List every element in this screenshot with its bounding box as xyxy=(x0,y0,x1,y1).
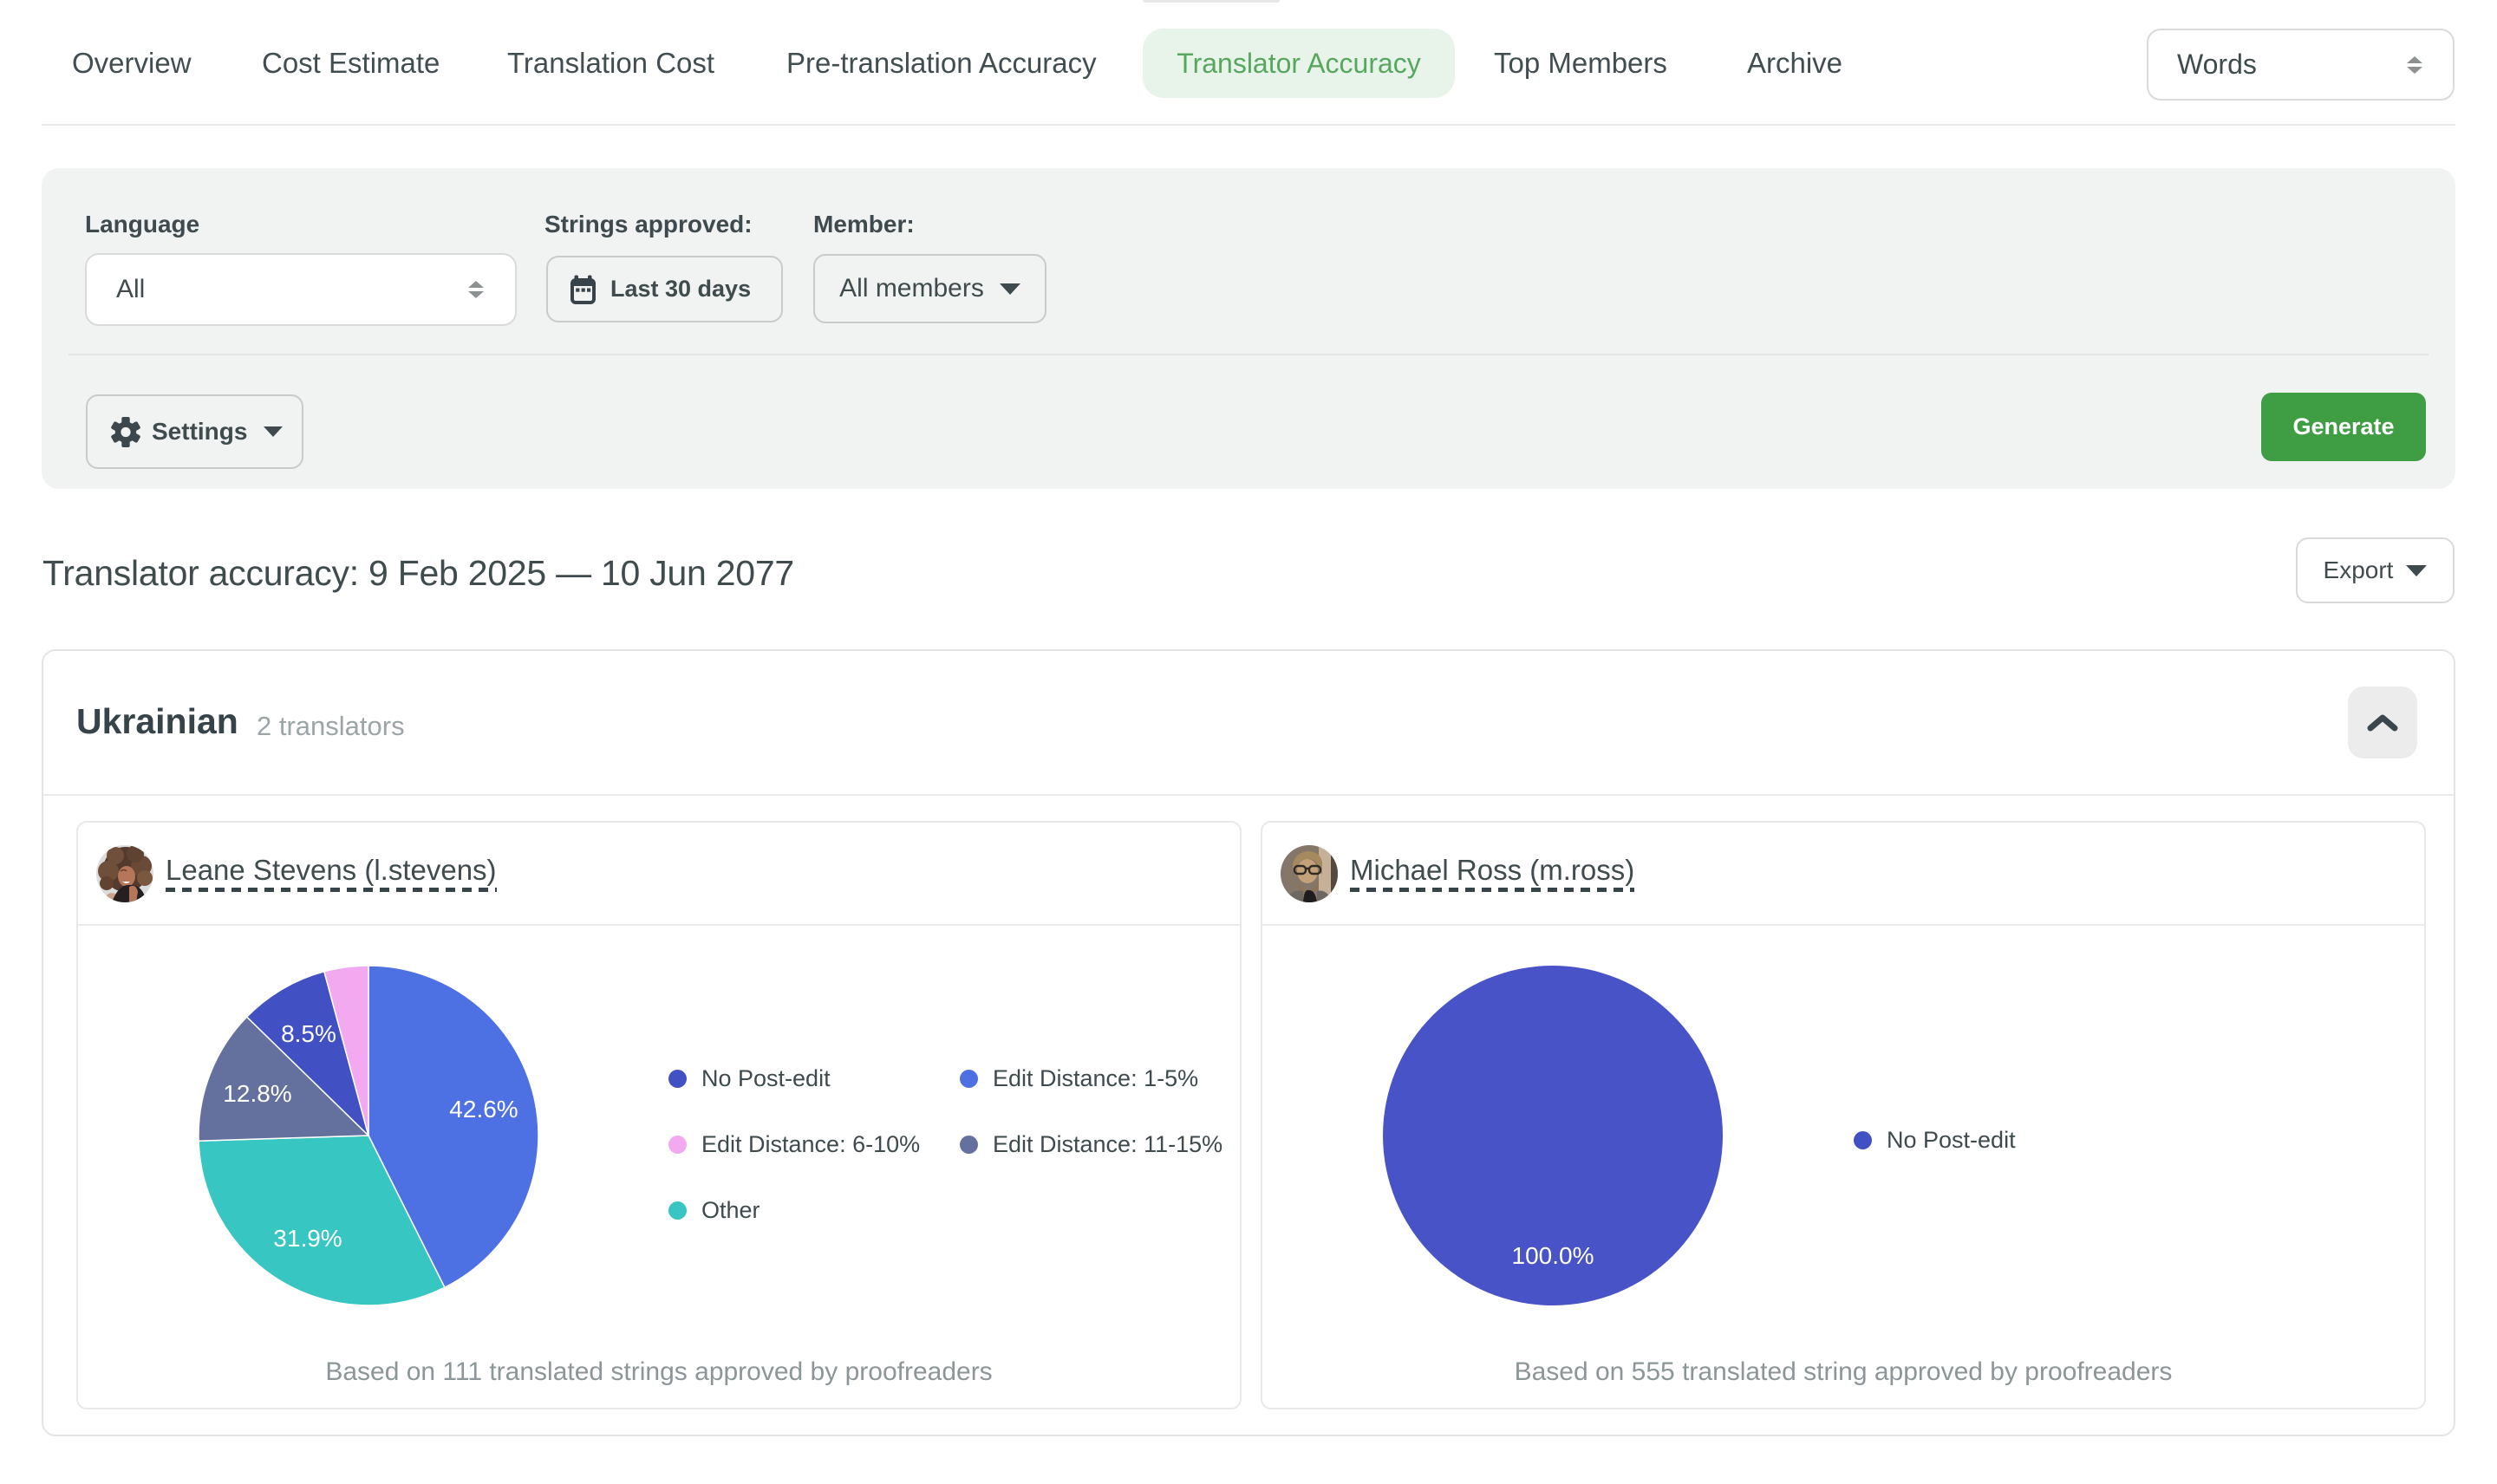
svg-text:100.0%: 100.0% xyxy=(1512,1242,1594,1269)
svg-text:42.6%: 42.6% xyxy=(449,1096,518,1123)
svg-text:31.9%: 31.9% xyxy=(273,1225,342,1252)
svg-text:12.8%: 12.8% xyxy=(223,1080,291,1107)
svg-text:8.5%: 8.5% xyxy=(281,1020,336,1047)
